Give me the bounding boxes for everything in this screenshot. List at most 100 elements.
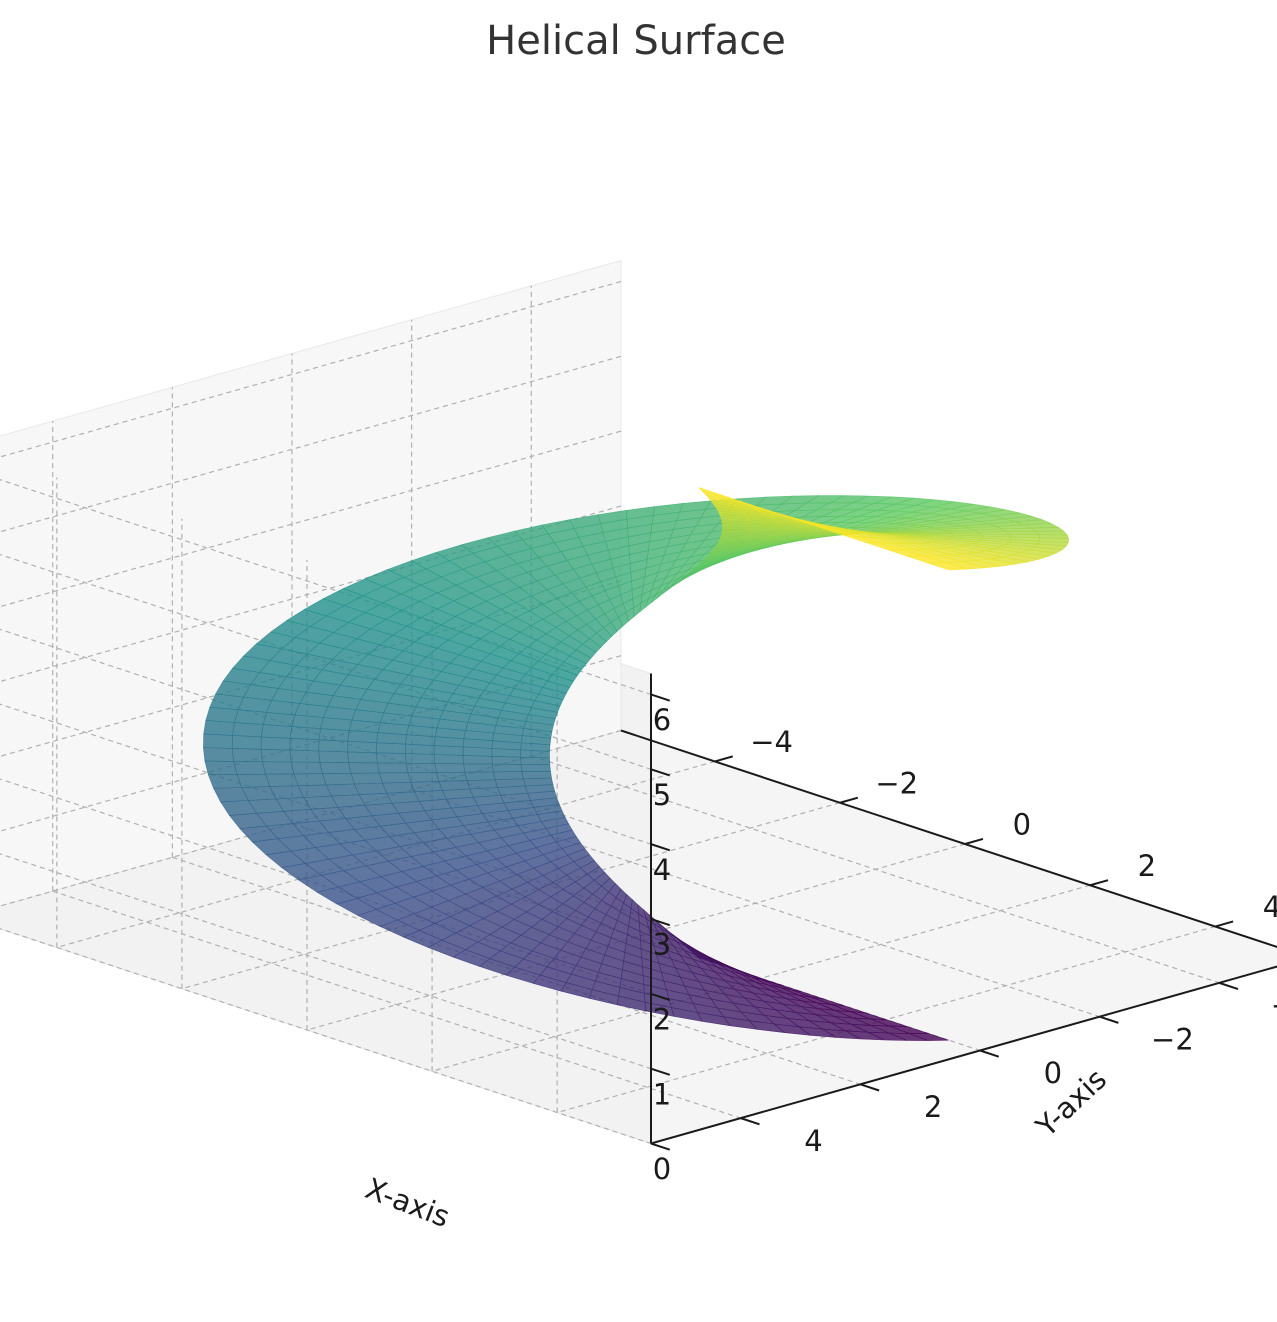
z-tick	[650, 843, 671, 852]
surface-patch	[376, 732, 407, 745]
surface-patch	[491, 755, 522, 765]
surface-patch	[321, 772, 355, 786]
z-tick-label: 0	[653, 1152, 671, 1186]
surface-patch	[234, 709, 267, 725]
surface-patch	[264, 773, 299, 787]
y-tick	[979, 1049, 1000, 1058]
x-tick-label: 2	[1138, 849, 1156, 883]
surface-patch	[433, 754, 464, 765]
surface-patch	[207, 774, 243, 789]
z-tick	[650, 768, 671, 777]
grid-floor-x	[557, 925, 1216, 1114]
surface-patch	[376, 742, 406, 754]
surface-patch	[521, 770, 552, 780]
z-tick-label: 1	[653, 1077, 671, 1111]
surface-patch	[348, 762, 380, 774]
surface-patch	[203, 733, 233, 749]
surface-patch	[293, 773, 327, 787]
x-tick-label: 0	[1013, 808, 1031, 842]
surface-patch	[203, 747, 235, 762]
x-tick-label: −4	[750, 725, 793, 759]
y-tick	[1218, 981, 1239, 991]
surface-patch	[378, 772, 412, 784]
surface-patch	[236, 773, 271, 788]
z-tick	[650, 1142, 671, 1151]
grid-floor-x	[431, 884, 1091, 1072]
x-tick	[714, 755, 734, 763]
surface-patch	[289, 737, 320, 752]
z-tick-label: 6	[653, 703, 671, 737]
grid-back-z	[0, 853, 652, 1070]
surface-patch	[289, 726, 321, 741]
surface-patch	[523, 777, 554, 787]
grid-side-z	[0, 430, 622, 608]
surface-patch	[386, 791, 420, 804]
grid-floor-y	[52, 890, 741, 1119]
surface-patch	[493, 771, 524, 781]
surface-patch	[347, 730, 379, 744]
surface-patch	[350, 772, 383, 785]
grid-floor-x	[306, 843, 966, 1031]
z-tick-label: 2	[653, 1002, 671, 1036]
grid-floor-y	[531, 755, 1220, 984]
chart-title: Helical Surface	[486, 18, 786, 64]
surface-patch	[291, 714, 324, 729]
z-tick	[650, 992, 671, 1001]
surface-patch	[463, 763, 494, 773]
surface-patch	[262, 711, 296, 727]
x-tick-label: 4	[1263, 890, 1277, 924]
grid-floor-x	[56, 760, 715, 949]
y-tick-label: 4	[804, 1124, 822, 1158]
grid-side-z	[0, 655, 622, 832]
surface-patch	[520, 764, 551, 772]
surface-patch	[233, 761, 266, 775]
axes	[620, 673, 1277, 1151]
y-tick-label: −4	[1271, 989, 1277, 1023]
surface-patch	[231, 735, 262, 750]
x-axis-label: X-axis	[361, 1171, 454, 1234]
grid-side-z	[0, 729, 622, 907]
surface-patch	[433, 736, 465, 748]
surface-patch	[260, 724, 293, 739]
z-tick	[650, 918, 671, 927]
surface-patch	[204, 760, 238, 776]
surface	[203, 487, 1070, 1041]
surface-patch	[319, 761, 352, 774]
surface-patch	[404, 753, 436, 764]
surface-patch	[382, 781, 415, 794]
surface-patch	[353, 782, 388, 796]
surface-patch	[318, 750, 349, 763]
y-tick	[740, 1117, 760, 1126]
surface-patch	[376, 752, 407, 764]
y-tick-label: 2	[924, 1090, 942, 1124]
z-tick-label: 3	[653, 928, 671, 962]
surface-patch	[698, 487, 725, 498]
surface-patch	[318, 728, 350, 742]
x-tick	[1089, 879, 1109, 887]
surface-patch	[1001, 527, 1037, 532]
surface-patch	[410, 781, 443, 793]
surface-patch	[494, 778, 526, 788]
surface-patch	[232, 722, 264, 738]
surface-patch	[318, 739, 349, 753]
grid-side-z	[0, 280, 622, 458]
surface-patch	[438, 780, 471, 791]
surface-patch	[377, 762, 409, 774]
surface-patch	[347, 751, 378, 764]
surface-patch	[464, 771, 496, 781]
z-tick	[650, 693, 671, 702]
surface-patch	[520, 756, 551, 766]
surface-patch	[205, 706, 239, 723]
surface-patch	[407, 772, 440, 783]
surface-patch	[209, 693, 245, 711]
surface-patch	[1029, 526, 1065, 532]
surface-patch	[434, 763, 466, 773]
grid-side-z	[0, 355, 622, 533]
surface-patch	[260, 748, 292, 763]
grid-floor-x	[181, 802, 841, 990]
surface-patch	[289, 749, 321, 763]
z-tick-label: 5	[653, 778, 671, 812]
x-tick-label: −2	[875, 766, 918, 800]
